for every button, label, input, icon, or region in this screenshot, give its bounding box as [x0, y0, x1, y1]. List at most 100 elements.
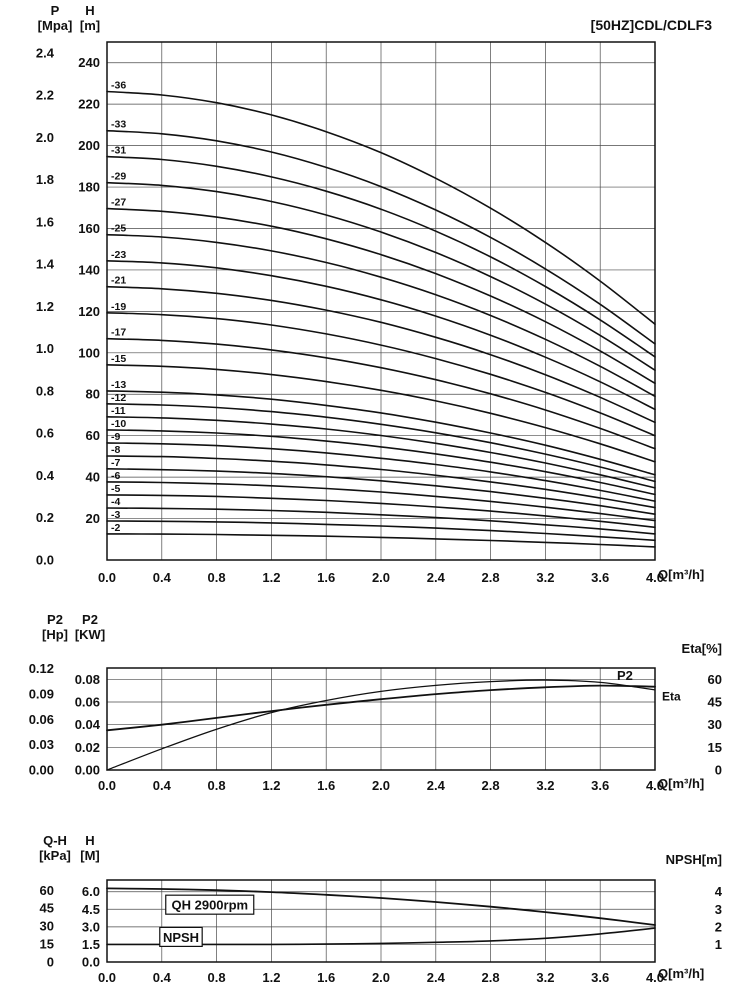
- svg-text:3.2: 3.2: [536, 570, 554, 585]
- svg-text:0.0: 0.0: [98, 570, 116, 585]
- svg-text:0.6: 0.6: [36, 426, 54, 441]
- svg-text:-4: -4: [111, 496, 120, 508]
- svg-text:0.8: 0.8: [36, 383, 54, 398]
- svg-text:4.0: 4.0: [646, 778, 664, 793]
- main-qh-curves-chart: 0.0 0.4 0.8 1.2 1.6 2.0 2.4 2.8 3.2 3.6 4.0 0.0 0.2 0…: [36, 41, 664, 585]
- svg-text:1.2: 1.2: [36, 299, 54, 314]
- svg-text:4.5: 4.5: [82, 902, 100, 917]
- svg-text:NPSH: NPSH: [163, 930, 199, 945]
- svg-text:-19: -19: [111, 301, 126, 313]
- svg-text:3.2: 3.2: [536, 778, 554, 793]
- svg-text:0.12: 0.12: [29, 661, 54, 676]
- svg-text:2.0: 2.0: [372, 970, 390, 985]
- svg-text:-17: -17: [111, 327, 126, 339]
- power-x-unit-label: Q[m³/h]: [658, 776, 705, 791]
- svg-text:60: 60: [86, 428, 100, 443]
- svg-text:-27: -27: [111, 197, 126, 209]
- svg-text:0.4: 0.4: [153, 970, 172, 985]
- svg-text:120: 120: [78, 304, 100, 319]
- svg-text:80: 80: [86, 387, 100, 402]
- svg-text:0.04: 0.04: [75, 717, 101, 732]
- svg-text:2.0: 2.0: [36, 130, 54, 145]
- main-h-axis-title: H: [85, 3, 95, 18]
- svg-text:-5: -5: [111, 483, 120, 495]
- svg-text:160: 160: [78, 221, 100, 236]
- svg-text:3.2: 3.2: [536, 970, 554, 985]
- svg-text:1.6: 1.6: [317, 970, 335, 985]
- svg-text:0.08: 0.08: [75, 672, 100, 687]
- svg-text:-25: -25: [111, 223, 126, 235]
- svg-text:3.6: 3.6: [591, 970, 609, 985]
- svg-text:-9: -9: [111, 431, 120, 443]
- svg-text:-12: -12: [111, 392, 126, 404]
- main-h-axis-unit: [m]: [79, 18, 101, 33]
- svg-text:0.4: 0.4: [153, 778, 172, 793]
- svg-text:1.5: 1.5: [82, 937, 100, 952]
- svg-text:0.0: 0.0: [98, 970, 116, 985]
- svg-text:40: 40: [86, 470, 100, 485]
- svg-text:0.4: 0.4: [36, 468, 55, 483]
- svg-text:30: 30: [40, 919, 54, 934]
- main-p-axis-unit: [Mpa]: [37, 18, 73, 33]
- svg-text:-10: -10: [111, 418, 126, 430]
- svg-text:QH 2900rpm: QH 2900rpm: [172, 898, 249, 913]
- svg-text:200: 200: [78, 138, 100, 153]
- svg-text:0.00: 0.00: [75, 763, 100, 778]
- eta-axis-title: Eta[%]: [681, 641, 722, 656]
- svg-text:-15: -15: [111, 353, 126, 365]
- svg-text:30: 30: [708, 717, 722, 732]
- svg-text:0: 0: [715, 763, 722, 778]
- svg-text:2.8: 2.8: [482, 778, 500, 793]
- svg-text:-29: -29: [111, 171, 126, 183]
- svg-text:140: 140: [78, 262, 100, 277]
- main-x-unit-label: Q[m³/h]: [658, 567, 705, 582]
- svg-text:-11: -11: [111, 405, 126, 417]
- svg-text:Eta: Eta: [662, 689, 681, 703]
- svg-text:2.4: 2.4: [427, 970, 446, 985]
- svg-text:180: 180: [78, 180, 100, 195]
- svg-text:2.4: 2.4: [427, 778, 446, 793]
- svg-text:220: 220: [78, 97, 100, 112]
- power-kw-axis-unit: [KW]: [74, 627, 106, 642]
- svg-text:4: 4: [715, 884, 723, 899]
- svg-text:2: 2: [715, 919, 722, 934]
- svg-text:4.0: 4.0: [646, 970, 664, 985]
- svg-text:0.06: 0.06: [75, 695, 100, 710]
- svg-text:6.0: 6.0: [82, 884, 100, 899]
- svg-text:15: 15: [708, 740, 722, 755]
- svg-text:4.0: 4.0: [646, 570, 664, 585]
- svg-text:3.6: 3.6: [591, 570, 609, 585]
- svg-text:0.09: 0.09: [29, 686, 54, 701]
- svg-text:60: 60: [708, 672, 722, 687]
- svg-text:-8: -8: [111, 444, 120, 456]
- svg-text:1.2: 1.2: [262, 970, 280, 985]
- svg-text:0.0: 0.0: [36, 553, 54, 568]
- svg-text:0.2: 0.2: [36, 510, 54, 525]
- svg-text:1.6: 1.6: [317, 778, 335, 793]
- power-hp-axis-unit: [Hp]: [42, 627, 68, 642]
- svg-text:2.4: 2.4: [36, 45, 55, 60]
- power-kw-axis-title: P2: [82, 612, 98, 627]
- svg-text:45: 45: [708, 695, 722, 710]
- svg-text:-21: -21: [111, 275, 126, 287]
- svg-text:15: 15: [40, 937, 54, 952]
- svg-text:0.06: 0.06: [29, 712, 54, 727]
- svg-text:-23: -23: [111, 249, 126, 261]
- svg-text:0.0: 0.0: [82, 955, 100, 970]
- svg-text:0.8: 0.8: [208, 778, 226, 793]
- svg-text:2.0: 2.0: [372, 778, 390, 793]
- svg-text:1.6: 1.6: [317, 570, 335, 585]
- svg-text:2.4: 2.4: [427, 570, 446, 585]
- svg-text:1.0: 1.0: [36, 341, 54, 356]
- svg-text:P2: P2: [617, 668, 633, 683]
- svg-text:20: 20: [86, 511, 100, 526]
- svg-text:2.8: 2.8: [482, 970, 500, 985]
- svg-text:60: 60: [40, 883, 54, 898]
- main-p-axis-title: P: [50, 3, 60, 18]
- svg-text:240: 240: [78, 55, 100, 70]
- svg-text:-31: -31: [111, 145, 126, 157]
- npsh-kpa-axis-title: Q-H: [43, 833, 67, 848]
- svg-text:0: 0: [47, 955, 54, 970]
- svg-text:3: 3: [715, 902, 722, 917]
